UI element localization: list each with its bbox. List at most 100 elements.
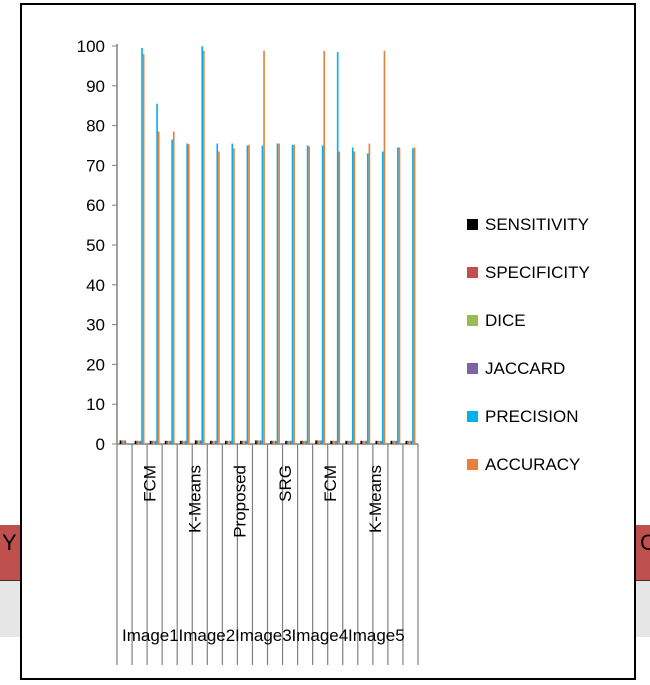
bar-precision <box>186 143 188 444</box>
bar-accuracy <box>368 143 371 444</box>
bar-precision <box>231 143 234 444</box>
legend-label-accuracy: ACCURACY <box>485 455 580 474</box>
bar-precision <box>261 145 264 444</box>
bar-jaccard <box>380 440 383 444</box>
y-tick-label: 70 <box>86 156 105 175</box>
bar-accuracy <box>338 151 341 444</box>
bar-sensitivity <box>149 440 152 444</box>
bar-precision <box>351 147 354 445</box>
bar-accuracy <box>203 50 205 444</box>
bar-sensitivity <box>134 440 137 444</box>
bar-dice <box>243 440 245 444</box>
bar-jaccard <box>124 440 127 444</box>
bar-specificity <box>362 440 364 444</box>
legend-swatch-dice <box>467 315 478 326</box>
bar-specificity <box>271 440 274 444</box>
y-tick-label: 100 <box>77 37 105 56</box>
bar-dice <box>333 440 336 444</box>
bar-specificity <box>151 440 153 444</box>
bar-precision <box>141 47 143 445</box>
bar-accuracy <box>383 50 386 444</box>
bar-jaccard <box>335 440 337 444</box>
bar-dice <box>363 440 366 444</box>
legend-label-specificity: SPECIFICITY <box>485 263 590 282</box>
bar-dice <box>288 440 291 444</box>
x-group-label: Image5 <box>348 626 405 645</box>
x-category-label: K-Means <box>186 465 205 533</box>
bar-accuracy <box>142 53 145 445</box>
bar-precision <box>412 148 414 444</box>
bar-jaccard <box>169 440 172 444</box>
bar-sensitivity <box>270 440 272 444</box>
bar-sensitivity <box>224 440 227 444</box>
bar-specificity <box>407 440 409 444</box>
bar-specificity <box>301 440 304 444</box>
bar-sensitivity <box>360 440 363 444</box>
bar-accuracy <box>323 50 326 444</box>
legend-label-dice: DICE <box>485 311 526 330</box>
x-category-label: K-Means <box>366 465 385 533</box>
legend-label-jaccard: JACCARD <box>485 359 565 378</box>
bar-dice <box>258 440 260 444</box>
bar-jaccard <box>275 440 277 444</box>
bar-jaccard <box>229 440 232 444</box>
bar-precision <box>321 145 324 444</box>
bar-dice <box>393 440 396 444</box>
background-left-fragment: Y <box>2 530 17 555</box>
bar-accuracy <box>233 148 235 444</box>
bar-precision <box>291 144 294 445</box>
bar-jaccard <box>199 440 202 444</box>
bar-jaccard <box>244 440 247 444</box>
bar-sensitivity <box>285 440 287 444</box>
bar-accuracy <box>293 144 295 445</box>
bar-precision <box>246 145 249 444</box>
bar-sensitivity <box>405 440 408 444</box>
y-tick-label: 40 <box>86 276 105 295</box>
bar-dice <box>137 440 140 444</box>
bar-jaccard <box>305 440 307 444</box>
y-tick-label: 0 <box>96 435 105 454</box>
x-group-label: Image4 <box>292 626 349 645</box>
bar-jaccard <box>139 440 142 444</box>
bar-sensitivity <box>375 440 378 444</box>
bar-accuracy <box>413 147 416 445</box>
bar-accuracy <box>278 143 280 444</box>
bar-specificity <box>181 440 184 444</box>
y-tick-label: 20 <box>86 355 105 374</box>
bar-precision <box>306 145 309 444</box>
legend-swatch-specificity <box>467 267 478 278</box>
bar-dice <box>183 440 185 444</box>
bar-accuracy <box>157 131 160 444</box>
bar-sensitivity <box>194 440 197 444</box>
bar-sensitivity <box>164 440 167 444</box>
bar-accuracy <box>398 147 401 445</box>
bar-specificity <box>331 440 334 444</box>
bar-dice <box>168 440 170 444</box>
bar-accuracy <box>308 146 311 444</box>
bar-precision <box>201 46 204 444</box>
bar-specificity <box>136 440 138 444</box>
bar-specificity <box>392 440 394 444</box>
bar-precision <box>397 147 399 445</box>
bar-precision <box>366 153 369 444</box>
bar-precision <box>216 143 219 444</box>
bar-sensitivity <box>330 440 332 444</box>
bar-jaccard <box>290 440 292 444</box>
y-tick-label: 30 <box>86 316 105 335</box>
bar-specificity <box>241 440 244 444</box>
bar-dice <box>228 440 230 444</box>
bar-accuracy <box>187 144 190 444</box>
bar-specificity <box>256 440 259 444</box>
y-tick-label: 50 <box>86 236 105 255</box>
bar-jaccard <box>184 440 187 444</box>
y-tick-label: 10 <box>86 395 105 414</box>
bar-jaccard <box>154 440 157 444</box>
bar-dice <box>303 440 306 444</box>
bar-jaccard <box>320 440 322 444</box>
legend-swatch-sensitivity <box>467 219 478 230</box>
bar-jaccard <box>410 440 413 444</box>
bar-dice <box>213 440 215 444</box>
bar-sensitivity <box>315 440 317 444</box>
bar-specificity <box>286 440 289 444</box>
